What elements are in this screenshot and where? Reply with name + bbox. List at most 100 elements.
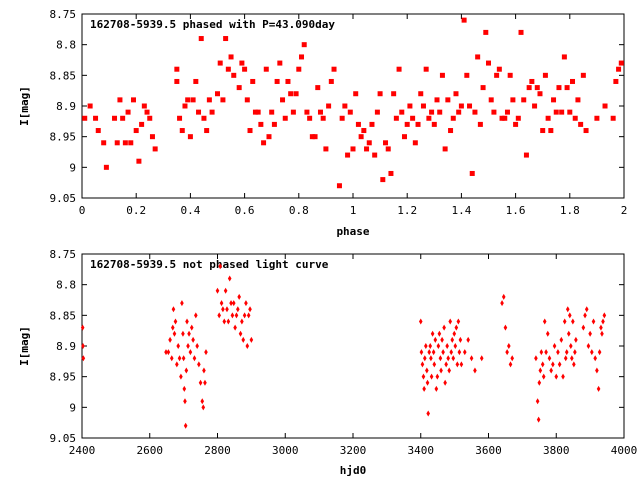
data-point bbox=[103, 164, 109, 170]
data-point bbox=[171, 306, 176, 313]
data-point bbox=[559, 336, 564, 343]
data-point bbox=[301, 42, 307, 48]
data-point bbox=[198, 36, 204, 42]
data-point bbox=[215, 91, 220, 97]
data-point bbox=[164, 349, 168, 356]
y-tick-label: 9 bbox=[69, 401, 76, 414]
data-point bbox=[180, 300, 184, 307]
data-point bbox=[263, 66, 269, 72]
data-point bbox=[240, 318, 244, 325]
data-point bbox=[227, 275, 232, 282]
data-point bbox=[488, 97, 494, 103]
data-point bbox=[288, 91, 294, 97]
data-point bbox=[366, 140, 372, 146]
data-point bbox=[219, 300, 224, 307]
data-point bbox=[441, 349, 445, 356]
data-point bbox=[553, 109, 559, 115]
data-point bbox=[222, 318, 227, 325]
data-point bbox=[461, 17, 467, 23]
data-point bbox=[440, 336, 444, 343]
data-point bbox=[250, 78, 256, 84]
data-point bbox=[439, 367, 443, 374]
data-point bbox=[475, 54, 481, 60]
data-point bbox=[436, 343, 441, 349]
data-point bbox=[567, 109, 573, 115]
data-point bbox=[307, 115, 313, 121]
data-point bbox=[117, 97, 123, 103]
data-point bbox=[518, 29, 524, 35]
data-point bbox=[242, 312, 247, 319]
y-tick-label: 8.75 bbox=[50, 8, 77, 21]
data-point bbox=[430, 330, 435, 337]
data-point bbox=[147, 115, 153, 121]
data-point bbox=[507, 72, 513, 78]
data-point bbox=[269, 109, 275, 115]
data-point bbox=[532, 103, 538, 109]
data-point bbox=[537, 379, 542, 386]
data-point bbox=[215, 287, 220, 294]
data-point bbox=[597, 349, 602, 356]
data-point bbox=[554, 373, 559, 380]
y-tick-label: 9 bbox=[69, 161, 76, 174]
data-point bbox=[443, 379, 447, 386]
data-point bbox=[586, 343, 591, 349]
data-point bbox=[580, 72, 586, 78]
data-point bbox=[570, 78, 576, 84]
data-point bbox=[551, 97, 557, 103]
data-point bbox=[241, 336, 246, 343]
x-tick-label: 1.4 bbox=[451, 204, 471, 217]
data-point bbox=[152, 146, 158, 152]
x-tick-label: 1.2 bbox=[397, 204, 417, 217]
data-point bbox=[596, 385, 601, 392]
data-point bbox=[87, 103, 93, 109]
data-point bbox=[584, 306, 589, 313]
data-point bbox=[169, 355, 174, 362]
data-point bbox=[396, 66, 402, 72]
data-point bbox=[120, 115, 126, 121]
data-point bbox=[433, 336, 438, 343]
data-point bbox=[242, 66, 248, 72]
data-point bbox=[315, 85, 321, 91]
data-point bbox=[81, 343, 85, 349]
data-point bbox=[420, 103, 426, 109]
data-point bbox=[226, 318, 231, 325]
data-point bbox=[280, 97, 286, 103]
y-tick-label: 8.8 bbox=[56, 39, 76, 52]
y-tick-label: 8.8 bbox=[56, 279, 76, 292]
data-point bbox=[428, 343, 433, 349]
data-point bbox=[595, 367, 599, 374]
data-point bbox=[237, 293, 241, 300]
data-point bbox=[189, 324, 194, 331]
data-point bbox=[233, 324, 237, 331]
data-point bbox=[177, 355, 182, 362]
x-axis-label: hjd0 bbox=[340, 464, 367, 477]
data-point bbox=[299, 54, 305, 60]
data-point bbox=[175, 361, 179, 368]
y-tick-label: 8.75 bbox=[50, 248, 77, 261]
data-point bbox=[572, 115, 578, 121]
data-point bbox=[561, 373, 565, 380]
data-point bbox=[551, 361, 555, 368]
data-point bbox=[429, 109, 435, 115]
data-point bbox=[246, 312, 251, 319]
data-point bbox=[523, 152, 529, 158]
y-tick-label: 9.05 bbox=[50, 432, 77, 445]
data-point bbox=[266, 134, 272, 140]
data-point bbox=[467, 103, 473, 109]
data-point bbox=[285, 78, 291, 84]
data-point bbox=[296, 66, 302, 72]
data-point bbox=[388, 170, 394, 176]
x-tick-label: 2 bbox=[621, 204, 628, 217]
data-point bbox=[542, 318, 547, 325]
data-point bbox=[95, 128, 101, 134]
chart-title: 162708-5939.5 phased with P=43.090day bbox=[90, 18, 335, 31]
data-point bbox=[453, 343, 458, 349]
data-point bbox=[439, 72, 445, 78]
data-point bbox=[510, 97, 516, 103]
data-point bbox=[434, 385, 439, 392]
data-point bbox=[391, 91, 397, 97]
data-point bbox=[136, 158, 142, 164]
data-point bbox=[503, 324, 508, 331]
data-point bbox=[101, 140, 107, 146]
x-tick-label: 3800 bbox=[543, 444, 570, 457]
